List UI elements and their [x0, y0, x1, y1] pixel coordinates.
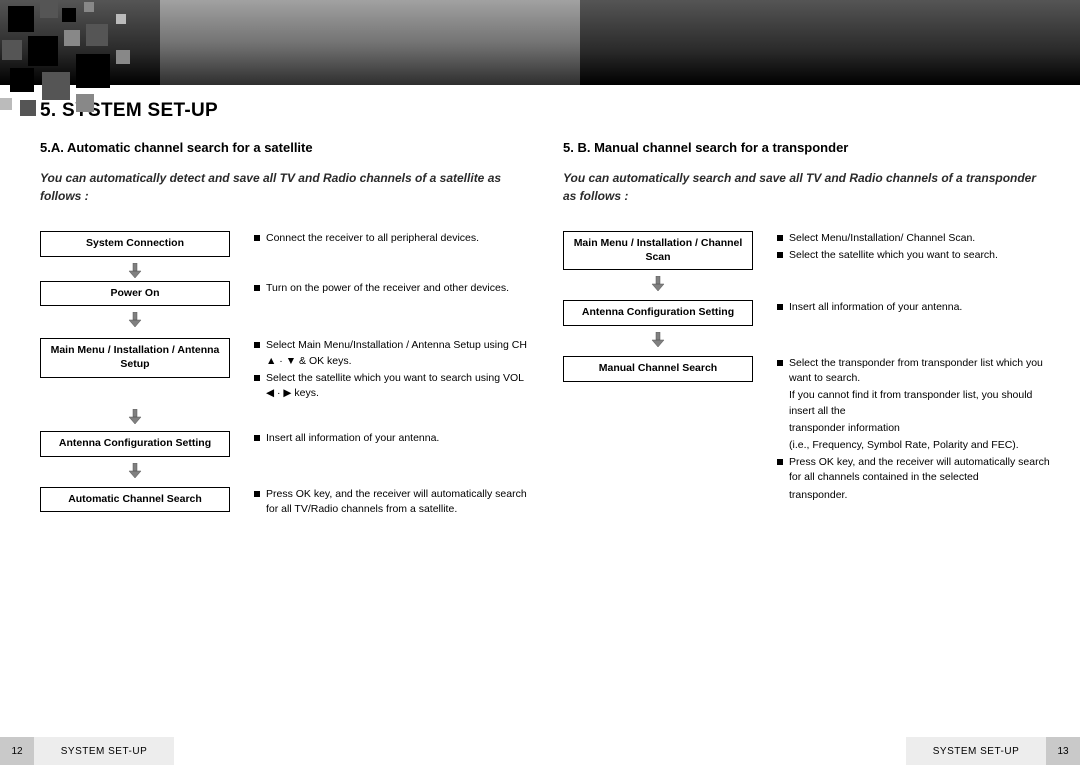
right-column: 5. B. Manual channel search for a transp…: [563, 140, 1050, 525]
flow-description: Select the transponder from transponder …: [753, 356, 1050, 505]
left-intro: You can automatically detect and save al…: [40, 169, 527, 205]
flow-step: Power On Turn on the power of the receive…: [40, 281, 527, 307]
left-flowchart: System Connection Connect the receiver to…: [40, 231, 527, 519]
left-column: 5.A. Automatic channel search for a sate…: [40, 140, 527, 525]
flow-description: Select Main Menu/Installation / Antenna …: [230, 338, 527, 403]
flow-description: Turn on the power of the receiver and ot…: [230, 281, 527, 298]
right-subtitle: 5. B. Manual channel search for a transp…: [563, 140, 1050, 155]
desc-text: transponder.: [789, 488, 1050, 503]
footer-label-left: SYSTEM SET-UP: [34, 737, 174, 765]
bullet-icon: [777, 304, 783, 310]
arrow-down-icon: [40, 263, 230, 281]
flow-box: Main Menu / Installation / Antenna Setup: [40, 338, 230, 377]
bullet-text: Select the satellite which you want to s…: [266, 371, 527, 401]
bullet-icon: [777, 235, 783, 241]
bullet-icon: [254, 491, 260, 497]
bullet-text: Connect the receiver to all peripheral d…: [266, 231, 527, 246]
header-banner: [0, 0, 1080, 85]
page-title: 5. SYSTEM SET-UP: [40, 100, 1050, 122]
bullet-icon: [254, 285, 260, 291]
bullet-text: Select Menu/Installation/ Channel Scan.: [789, 231, 1050, 246]
flow-description: Insert all information of your antenna.: [753, 300, 1050, 317]
flow-step: Main Menu / Installation / Antenna Setup…: [40, 338, 527, 403]
footer-label-right: SYSTEM SET-UP: [906, 737, 1046, 765]
bullet-icon: [254, 235, 260, 241]
desc-text: transponder information: [789, 421, 1050, 436]
flow-box: Main Menu / Installation / Channel Scan: [563, 231, 753, 270]
flow-box: Power On: [40, 281, 230, 307]
desc-text: If you cannot find it from transponder l…: [789, 388, 1050, 418]
left-subtitle: 5.A. Automatic channel search for a sate…: [40, 140, 527, 155]
flow-description: Press OK key, and the receiver will auto…: [230, 487, 527, 519]
page-content: 5. SYSTEM SET-UP 5.A. Automatic channel …: [40, 100, 1050, 525]
bullet-text: Insert all information of your antenna.: [266, 431, 527, 446]
bullet-text: Turn on the power of the receiver and ot…: [266, 281, 527, 296]
bullet-text: Press OK key, and the receiver will auto…: [789, 455, 1050, 485]
flow-box: Antenna Configuration Setting: [563, 300, 753, 326]
flow-description: Insert all information of your antenna.: [230, 431, 527, 448]
page-footer: 12 SYSTEM SET-UP SYSTEM SET-UP 13: [0, 737, 1080, 765]
two-column-layout: 5.A. Automatic channel search for a sate…: [40, 140, 1050, 525]
flow-step: Main Menu / Installation / Channel ScanS…: [563, 231, 1050, 270]
bullet-icon: [254, 342, 260, 348]
bullet-icon: [777, 252, 783, 258]
flow-box: Manual Channel Search: [563, 356, 753, 382]
bullet-icon: [254, 435, 260, 441]
page-number-left: 12: [0, 737, 34, 765]
right-flowchart: Main Menu / Installation / Channel ScanS…: [563, 231, 1050, 505]
flow-step: System Connection Connect the receiver to…: [40, 231, 527, 257]
footer-left: 12 SYSTEM SET-UP: [0, 737, 174, 765]
flow-step: Automatic Channel Search Press OK key, an…: [40, 487, 527, 519]
flow-description: Select Menu/Installation/ Channel Scan. S…: [753, 231, 1050, 265]
flow-step: Manual Channel Search Select the transpon…: [563, 356, 1050, 505]
right-intro: You can automatically search and save al…: [563, 169, 1050, 205]
bullet-text: Press OK key, and the receiver will auto…: [266, 487, 527, 517]
bullet-text: Select Main Menu/Installation / Antenna …: [266, 338, 527, 368]
footer-right: SYSTEM SET-UP 13: [906, 737, 1080, 765]
flow-box: Automatic Channel Search: [40, 487, 230, 513]
bullet-icon: [777, 360, 783, 366]
flow-step: Antenna Configuration Setting Insert all …: [563, 300, 1050, 326]
bullet-text: Select the satellite which you want to s…: [789, 248, 1050, 263]
flow-box: System Connection: [40, 231, 230, 257]
arrow-down-icon: [40, 409, 230, 427]
bullet-text: Select the transponder from transponder …: [789, 356, 1050, 386]
arrow-down-icon: [40, 463, 230, 481]
flow-description: Connect the receiver to all peripheral d…: [230, 231, 527, 248]
arrow-down-icon: [40, 312, 230, 330]
banner-highlight: [160, 0, 580, 85]
arrow-down-icon: [563, 276, 753, 294]
page-number-right: 13: [1046, 737, 1080, 765]
flow-box: Antenna Configuration Setting: [40, 431, 230, 457]
bullet-text: Insert all information of your antenna.: [789, 300, 1050, 315]
pixel-decoration: [0, 0, 160, 120]
arrow-down-icon: [563, 332, 753, 350]
bullet-icon: [254, 375, 260, 381]
desc-text: (i.e., Frequency, Symbol Rate, Polarity …: [789, 438, 1050, 453]
bullet-icon: [777, 459, 783, 465]
flow-step: Antenna Configuration Setting Insert all …: [40, 431, 527, 457]
